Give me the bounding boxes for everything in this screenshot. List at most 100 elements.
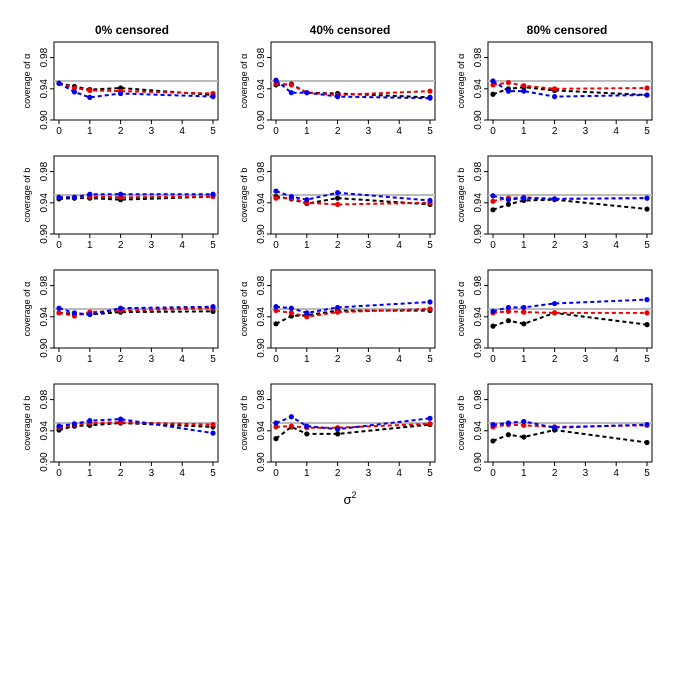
data-point-blue: [118, 191, 124, 197]
data-point-red: [427, 421, 433, 427]
y-axis-label: coverage of b: [22, 396, 32, 451]
x-tick-label: 3: [583, 468, 589, 479]
data-point-blue: [87, 311, 93, 318]
y-tick-label: 0.94: [39, 307, 50, 327]
x-tick-label: 4: [396, 354, 402, 365]
data-point-red: [210, 421, 216, 428]
x-tick-label: 4: [613, 354, 619, 365]
panel-r2-c2: 0.90 0.94 0.98 0 1 2 3 4 5 coverage of α: [456, 269, 653, 365]
data-point-blue: [521, 304, 527, 311]
panel-r3-c0: 0.90 0.94 0.98 0 1 2 3 4 5 coverage of b: [22, 383, 219, 479]
panel-r3-c2: 0.90 0.94 0.98 0 1 2 3 4 5 coverage of b: [456, 383, 653, 479]
data-point-blue: [56, 194, 62, 200]
data-point-blue: [644, 195, 650, 201]
data-point-red: [490, 198, 496, 204]
data-point-blue: [427, 299, 433, 305]
data-point-black: [490, 438, 496, 444]
y-tick-label: 0.90: [473, 224, 484, 244]
x-tick-label: 4: [613, 126, 619, 137]
data-point-blue: [71, 421, 77, 427]
x-tick-label: 0: [490, 354, 496, 365]
x-tick-label: 4: [179, 354, 185, 365]
data-point-blue: [490, 421, 496, 428]
x-tick-label: 0: [490, 240, 496, 251]
column-title-1: 40% censored: [310, 23, 391, 37]
data-point-blue: [335, 94, 341, 100]
data-point-blue: [644, 297, 650, 303]
y-tick-label: 0.90: [39, 224, 50, 244]
x-tick-label: 0: [490, 468, 496, 479]
x-tick-label: 3: [149, 126, 155, 137]
data-point-blue: [335, 426, 341, 432]
x-tick-label: 3: [149, 240, 155, 251]
data-point-black: [521, 321, 527, 327]
data-point-blue: [273, 304, 279, 310]
column-title-0: 0% censored: [95, 23, 169, 37]
data-point-blue: [505, 88, 511, 94]
x-tick-label: 5: [210, 354, 216, 365]
x-tick-label: 0: [56, 240, 62, 251]
data-point-black: [644, 206, 650, 212]
series-line-blue: [275, 190, 431, 202]
data-point-blue: [71, 310, 77, 316]
data-point-blue: [644, 92, 650, 98]
data-point-black: [335, 195, 341, 201]
data-point-blue: [505, 304, 511, 311]
x-tick-label: 5: [427, 468, 433, 479]
data-point-red: [552, 86, 558, 92]
data-point-blue: [87, 94, 93, 100]
series-line-black: [492, 198, 648, 211]
panel-r1-c0: 0.90 0.94 0.98 0 1 2 3 4 5 coverage of b: [22, 155, 219, 251]
x-tick-label: 3: [366, 468, 372, 479]
data-point-blue: [304, 310, 310, 316]
y-axis-label: coverage of b: [456, 168, 466, 223]
x-tick-label: 5: [644, 126, 650, 137]
data-point-red: [335, 201, 341, 207]
data-point-black: [505, 432, 511, 438]
x-tick-label: 2: [118, 468, 124, 479]
x-tick-label: 1: [521, 354, 527, 365]
data-point-blue: [71, 89, 77, 95]
data-point-black: [490, 91, 496, 97]
data-point-blue: [210, 191, 216, 197]
data-point-black: [521, 434, 527, 440]
y-tick-label: 0.90: [473, 110, 484, 130]
data-point-red: [288, 82, 294, 88]
data-point-black: [490, 207, 496, 213]
data-point-blue: [552, 196, 558, 202]
panel-r0-c0: 0.90 0.94 0.98 0 1 2 3 4 5 coverage of α: [22, 41, 219, 137]
data-point-black: [505, 318, 511, 324]
x-tick-label: 2: [335, 468, 341, 479]
data-point-blue: [210, 94, 216, 100]
data-point-blue: [288, 90, 294, 96]
data-point-blue: [288, 305, 294, 311]
x-tick-label: 3: [366, 354, 372, 365]
x-tick-label: 4: [613, 240, 619, 251]
y-tick-label: 0.94: [256, 193, 267, 213]
data-point-blue: [427, 95, 433, 101]
data-point-blue: [56, 80, 62, 86]
column-title-2: 80% censored: [527, 23, 608, 37]
y-tick-label: 0.94: [39, 79, 50, 99]
x-tick-label: 0: [273, 468, 279, 479]
y-axis-label: coverage of α: [239, 54, 249, 109]
x-tick-label: 2: [552, 468, 558, 479]
y-axis-label: coverage of b: [239, 396, 249, 451]
x-tick-label: 2: [118, 240, 124, 251]
data-point-blue: [552, 94, 558, 100]
x-tick-label: 5: [210, 240, 216, 251]
x-tick-label: 0: [56, 468, 62, 479]
data-point-red: [644, 85, 650, 91]
x-tick-label: 1: [304, 126, 310, 137]
x-tick-label: 1: [87, 468, 93, 479]
data-point-red: [71, 85, 77, 91]
data-point-blue: [118, 90, 124, 97]
y-tick-label: 0.94: [256, 307, 267, 327]
y-axis-label: coverage of α: [456, 282, 466, 337]
x-tick-label: 1: [87, 354, 93, 365]
y-axis-label: coverage of α: [22, 54, 32, 109]
data-point-blue: [552, 425, 558, 431]
y-tick-label: 0.98: [39, 161, 50, 181]
series-line-red: [275, 82, 431, 97]
